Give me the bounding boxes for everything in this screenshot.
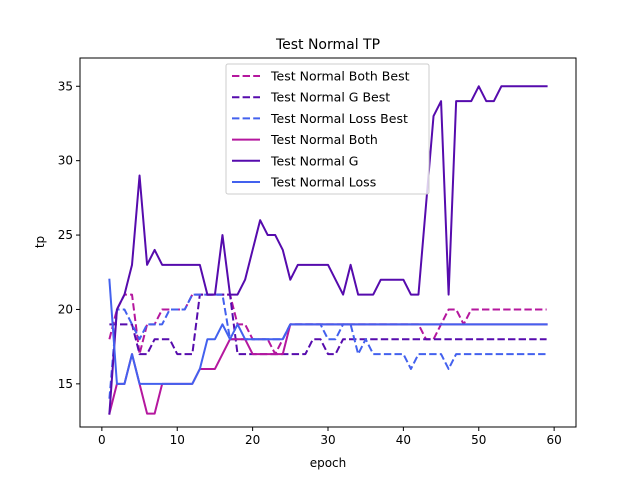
series-line-2 [109, 293, 547, 356]
y-tick-label: 35 [58, 79, 73, 93]
x-axis-label: epoch [310, 456, 347, 470]
legend-label-6: Test Normal Loss [270, 175, 376, 190]
x-tick-label: 10 [170, 433, 185, 447]
chart-title: Test Normal TP [275, 37, 380, 53]
series-line-6 [108, 278, 548, 385]
series-line-5 [108, 85, 548, 415]
y-axis-label: tp [33, 236, 47, 248]
y-tick-label: 30 [58, 154, 73, 168]
y-tick-label: 25 [58, 228, 73, 242]
legend-label-3: Test Normal Loss Best [270, 111, 408, 126]
y-tick-label: 15 [58, 377, 73, 391]
x-tick-label: 20 [245, 433, 260, 447]
x-axis: 0 10 20 30 40 50 60 [98, 427, 562, 447]
y-axis: 15 20 25 30 35 [58, 79, 80, 391]
legend-box [225, 63, 430, 195]
series-line-3 [108, 293, 547, 399]
legend-label-5: Test Normal G [270, 153, 358, 168]
legend-items: Test Normal Both Best Test Normal G Best T… [232, 69, 410, 190]
legend-label-2: Test Normal G Best [270, 90, 390, 105]
x-tick-label: 50 [471, 433, 486, 447]
y-tick-label: 20 [58, 302, 73, 316]
x-tick-label: 30 [320, 433, 335, 447]
legend-label-4: Test Normal Both [270, 132, 378, 147]
x-tick-label: 40 [396, 433, 411, 447]
series-layer [108, 85, 548, 415]
legend: Test Normal Both Best Test Normal G Best T… [225, 63, 430, 195]
x-tick-label: 60 [546, 433, 561, 447]
legend-label-1: Test Normal Both Best [270, 69, 410, 84]
x-tick-label: 0 [98, 433, 106, 447]
